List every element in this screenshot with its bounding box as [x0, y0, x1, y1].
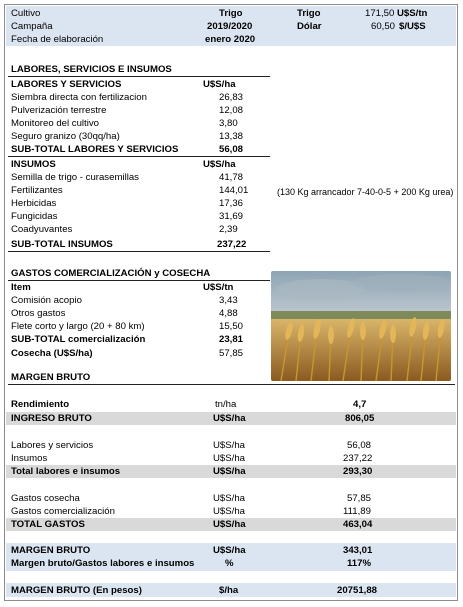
divider	[8, 76, 270, 77]
insumo-value: 144,01	[219, 185, 249, 196]
labor-value: 13,38	[219, 131, 244, 142]
margen-ratio-row: Margen bruto/Gastos labores e insumos % …	[11, 558, 372, 569]
divider	[8, 156, 270, 157]
insumos-subtotal: SUB-TOTAL INSUMOS 237,22	[11, 239, 247, 250]
insumo-value: 17,36	[219, 198, 244, 209]
insumo-label: Semilla de trigo - curasemillas	[11, 172, 139, 183]
labor-value: 12,08	[219, 105, 244, 116]
header-row-cultivo: Cultivo Trigo Trigo 171,50 U$S/tn	[7, 7, 457, 20]
gasto-item-label: Flete corto y largo (20 + 80 km)	[11, 321, 145, 332]
insumo-value: 31,69	[219, 211, 244, 222]
campana-value: 2019/2020	[207, 21, 253, 32]
header-band	[6, 6, 456, 46]
insumos-header: INSUMOS U$S/ha	[11, 159, 236, 170]
insumo-value: 41,78	[219, 172, 244, 183]
divider	[8, 280, 270, 281]
fertilizer-note: (130 Kg arrancador 7-40-0-5 + 200 Kg ure…	[277, 187, 454, 197]
insumo-label: Herbicidas	[11, 198, 57, 209]
divider	[8, 384, 455, 385]
labores-subtotal: SUB-TOTAL LABORES Y SERVICIOS 56,08	[11, 144, 244, 155]
total-gastos-row: TOTAL GASTOS U$S/ha 463,04	[11, 519, 373, 530]
gasto-item-label: Otros gastos	[11, 308, 66, 319]
labor-label: Monitoreo del cultivo	[11, 118, 99, 129]
dolar-price: 60,50	[371, 21, 396, 32]
gasto-item-label: Comisión acopio	[11, 295, 82, 306]
insumo-label: Fertilizantes	[11, 185, 63, 196]
insumo-row: Herbicidas 17,36	[7, 197, 269, 210]
gasto-item-row: Flete corto y largo (20 + 80 km) 15,50	[7, 320, 269, 333]
trigo-unit: U$S/tn	[397, 8, 428, 19]
campana-label: Campaña	[11, 21, 53, 32]
insumo-row: Coadyuvantes 2,39	[7, 223, 269, 236]
labor-row: Seguro granizo (30qq/ha) 13,38	[7, 130, 269, 143]
labor-row: Pulverización terrestre 12,08	[7, 104, 269, 117]
margen-band	[6, 543, 456, 571]
insumo-row: Semilla de trigo - curasemillas 41,78	[7, 171, 269, 184]
labor-row: Siembra directa con fertilizacion 26,83	[7, 91, 269, 104]
crop-margin-sheet: Cultivo Trigo Trigo 171,50 U$S/tn Campañ…	[4, 4, 458, 601]
cosecha-row: Cosecha (U$S/ha) 57,85	[11, 348, 244, 359]
rendimiento-row: Rendimiento tn/ha 4,7	[11, 399, 367, 410]
fecha-value: enero 2020	[205, 34, 256, 45]
trigo-price: 171,50	[365, 8, 395, 19]
gastos-cosecha-row: Gastos cosecha U$S/ha 57,85	[11, 493, 372, 504]
total-li-band	[6, 465, 456, 478]
insumo-row: Fungicidas 31,69	[7, 210, 269, 223]
wheat-field-photo	[271, 271, 451, 381]
insumo-row: Fertilizantes 144,01	[7, 184, 269, 197]
total-gastos-band	[6, 518, 456, 531]
insumo-label: Fungicidas	[11, 211, 58, 222]
margen-bruto-row: MARGEN BRUTO U$S/ha 343,01	[11, 545, 373, 556]
gasto-item-row: Otros gastos 4,88	[7, 307, 269, 320]
total-labores-insumos-row: Total labores e insumos U$S/ha 293,30	[11, 466, 373, 477]
insumo-label: Coadyuvantes	[11, 224, 73, 235]
gasto-item-row: Comisión acopio 3,43	[7, 294, 269, 307]
dolar-unit: $/U$S	[399, 21, 426, 32]
labor-value: 3,80	[219, 118, 238, 129]
header-row-fecha: Fecha de elaboración enero 2020	[7, 33, 457, 46]
labor-row: Monitoreo del cultivo 3,80	[7, 117, 269, 130]
fecha-label: Fecha de elaboración	[11, 34, 104, 45]
gasto-item-value: 4,88	[219, 308, 238, 319]
divider	[8, 251, 270, 252]
labores-servicios-row: Labores y servicios U$S/ha 56,08	[11, 440, 372, 451]
labores-header: LABORES Y SERVICIOS U$S/ha	[11, 79, 236, 90]
header-row-campana: Campaña 2019/2020 Dólar 60,50 $/U$S	[7, 20, 457, 33]
insumos-row: Insumos U$S/ha 237,22	[11, 453, 373, 464]
dolar-label: Dólar	[297, 21, 322, 32]
cultivo-value: Trigo	[219, 8, 243, 19]
insumo-value: 2,39	[219, 224, 238, 235]
labor-value: 26,83	[219, 92, 244, 103]
margen-pesos-band	[6, 583, 456, 597]
gastos-comercializacion-row: Gastos comercialización U$S/ha 111,89	[11, 506, 371, 517]
margen-pesos-row: MARGEN BRUTO (En pesos) $/ha 20751,88	[11, 585, 378, 596]
trigo-label: Trigo	[297, 8, 321, 19]
gasto-item-value: 3,43	[219, 295, 238, 306]
items-header: Item U$S/tn	[11, 282, 234, 293]
labor-label: Pulverización terrestre	[11, 105, 107, 116]
gasto-item-value: 15,50	[219, 321, 244, 332]
ingreso-row: INGRESO BRUTO U$S/ha 806,05	[11, 413, 375, 424]
labor-label: Siembra directa con fertilizacion	[11, 92, 147, 103]
cultivo-label: Cultivo	[11, 8, 41, 19]
comercializacion-subtotal: SUB-TOTAL comercialización 23,81	[11, 334, 244, 345]
ingreso-band	[6, 412, 456, 425]
labor-label: Seguro granizo (30qq/ha)	[11, 131, 120, 142]
